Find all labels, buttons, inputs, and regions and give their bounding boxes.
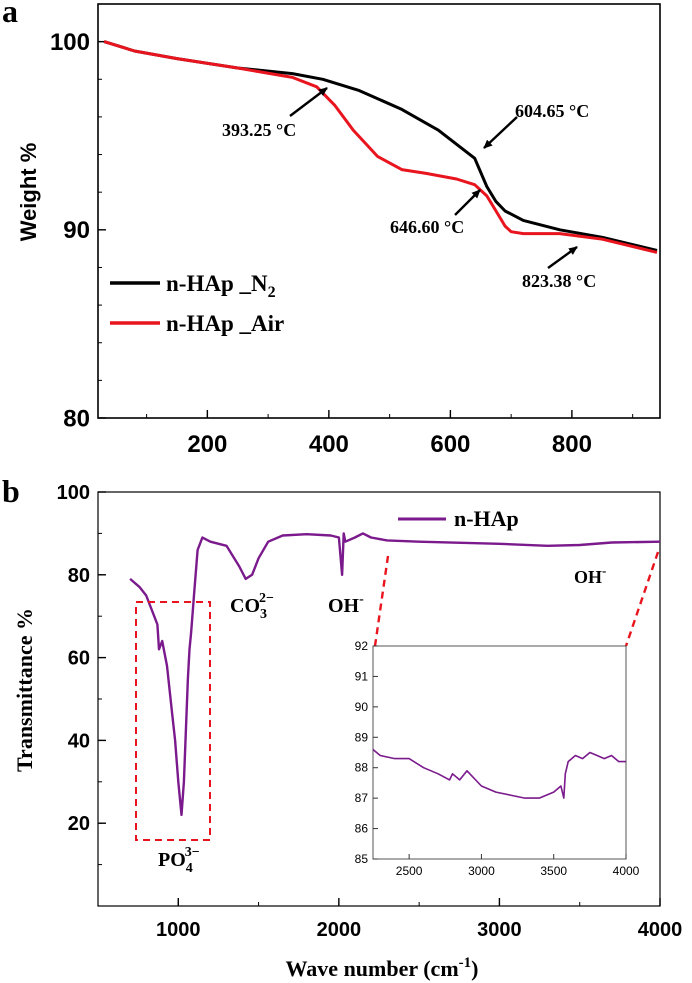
inset-series bbox=[372, 748, 626, 799]
panel-label-a: a bbox=[2, 0, 18, 29]
panel-b-series bbox=[129, 532, 661, 817]
inset-x-tick-label: 4000 bbox=[613, 864, 640, 878]
y-tick-label: 60 bbox=[68, 648, 90, 670]
annotation-393-arrow bbox=[289, 87, 328, 117]
y-tick-label: 100 bbox=[57, 482, 90, 504]
x-tick-label: 4000 bbox=[638, 919, 683, 941]
annotation-604: 604.65 °C bbox=[515, 101, 589, 121]
panel-b-xlabel: Wave number (cm-1) bbox=[286, 955, 479, 981]
x-tick-label: 400 bbox=[309, 431, 349, 458]
y-tick-label: 80 bbox=[63, 405, 90, 432]
x-tick-label: 1000 bbox=[156, 919, 201, 941]
inset-y-tick-label: 87 bbox=[355, 791, 369, 805]
zoom-line-left bbox=[373, 555, 390, 647]
series-line-1 bbox=[103, 40, 658, 254]
annotation-604-arrow bbox=[483, 116, 518, 149]
y-tick-label: 90 bbox=[63, 217, 90, 244]
po4-highlight-box bbox=[135, 601, 211, 841]
inset-y-tick-label: 85 bbox=[355, 852, 369, 866]
y-tick-label: 80 bbox=[68, 565, 90, 587]
inset-x-tick-label: 3000 bbox=[468, 864, 495, 878]
inset-y-tick-label: 92 bbox=[355, 639, 369, 653]
legend-label-n2: n-HAp _N2 bbox=[166, 271, 276, 301]
annotation-646: 646.60 °C bbox=[390, 217, 464, 237]
inset-y-tick-label: 91 bbox=[355, 669, 369, 683]
y-tick-label: 100 bbox=[50, 29, 90, 56]
x-tick-label: 600 bbox=[430, 431, 470, 458]
inset-x-tick-label: 2500 bbox=[396, 864, 423, 878]
annotation-646-arrow bbox=[454, 189, 481, 216]
panel-b-ylabel: Transmittance % bbox=[12, 608, 37, 772]
panel-a-ylabel: Weight % bbox=[16, 143, 41, 242]
inset-frame bbox=[372, 645, 627, 860]
series-line-0 bbox=[129, 532, 661, 817]
inset-y-tick-label: 89 bbox=[355, 730, 369, 744]
x-tick-label: 2000 bbox=[317, 919, 362, 941]
panel-b-ticks: 1000 2000 3000 4000 20 40 60 80 100 bbox=[57, 482, 683, 941]
x-tick-label: 200 bbox=[187, 431, 227, 458]
label-co3: CO32− bbox=[230, 591, 274, 622]
x-tick-label: 3000 bbox=[477, 919, 522, 941]
inset-series-line bbox=[372, 748, 626, 799]
y-tick-label: 40 bbox=[68, 730, 90, 752]
annotation-823: 823.38 °C bbox=[522, 271, 596, 291]
inset-y-tick-label: 90 bbox=[355, 700, 369, 714]
legend-label-nhap: n-HAp bbox=[454, 506, 519, 531]
y-tick-label: 20 bbox=[68, 813, 90, 835]
legend-label-air: n-HAp _Air bbox=[166, 311, 284, 336]
panel-a-plot: 200 400 600 800 80 90 100 bbox=[50, 3, 661, 458]
annotation-823-arrow bbox=[547, 246, 578, 269]
panel-label-b: b bbox=[2, 473, 20, 509]
inset-x-tick-label: 3500 bbox=[540, 864, 567, 878]
panel-a-ticks: 200 400 600 800 80 90 100 bbox=[50, 3, 634, 458]
inset-y-tick-label: 86 bbox=[355, 822, 369, 836]
inset-y-tick-label: 88 bbox=[355, 761, 369, 775]
panel-b-plot: 1000 2000 3000 4000 20 40 60 80 100 bbox=[57, 482, 683, 941]
panel-a-frame bbox=[97, 3, 661, 419]
inset-ticks: 2500 3000 3500 4000 85 86 87 88 89 90 91 92 bbox=[355, 639, 640, 878]
label-po4: PO43− bbox=[158, 845, 200, 876]
x-tick-label: 800 bbox=[552, 431, 592, 458]
label-oh-2: OH- bbox=[574, 563, 606, 587]
label-oh-1: OH- bbox=[328, 592, 364, 617]
series-line-0 bbox=[103, 40, 658, 252]
panel-a-series bbox=[103, 40, 658, 254]
zoom-line-right bbox=[624, 551, 660, 647]
annotation-393: 393.25 °C bbox=[222, 120, 296, 140]
inset-plot: 2500 3000 3500 4000 85 86 87 88 89 90 91 92 bbox=[355, 639, 640, 878]
